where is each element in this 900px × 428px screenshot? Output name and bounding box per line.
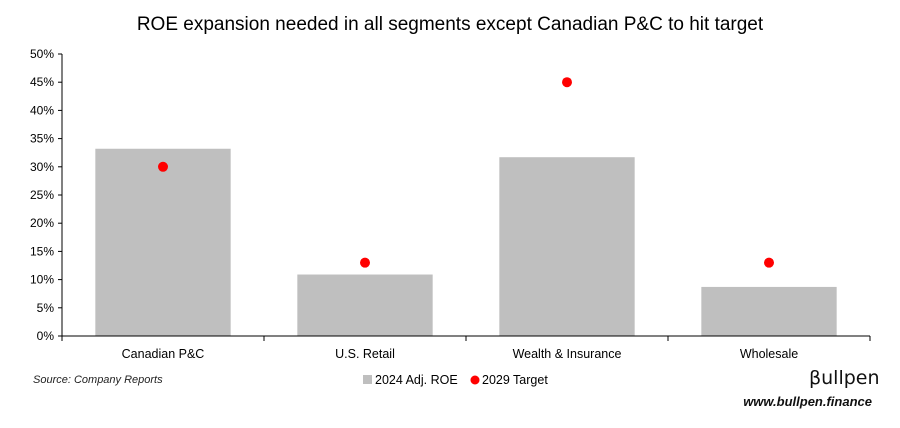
chart-title: ROE expansion needed in all segments exc… — [137, 14, 764, 35]
x-axis: Canadian P&C U.S. Retail Wealth & Insuranc… — [61, 335, 871, 361]
y-tick-label: 10% — [30, 273, 54, 287]
y-tick-label: 25% — [30, 188, 54, 202]
target-point-2 — [562, 77, 572, 88]
bar-0 — [95, 148, 231, 336]
y-tick-label: 40% — [30, 103, 54, 117]
legend-swatch-roe — [363, 375, 372, 384]
y-tick-label: 0% — [37, 329, 55, 343]
target-point-0 — [158, 161, 168, 172]
brand-url: www.bullpen.finance — [743, 394, 872, 409]
y-tick-label: 30% — [30, 160, 54, 174]
legend: 2024 Adj. ROE 2029 Target — [363, 373, 548, 387]
target-point-3 — [764, 257, 774, 268]
y-tick-label: 20% — [30, 216, 54, 230]
x-category-label: U.S. Retail — [335, 347, 395, 361]
y-axis: 0% 5% 10% 15% 20% 25% 30% 35% 40% 45% 50% — [30, 47, 63, 343]
y-tick-label: 5% — [37, 301, 55, 315]
y-tick-label: 15% — [30, 244, 54, 258]
x-category-label: Wealth & Insurance — [513, 347, 622, 361]
brand-logo: βullpen — [809, 367, 880, 389]
source-note: Source: Company Reports — [33, 374, 163, 386]
bar-3 — [701, 286, 837, 336]
target-point-1 — [360, 257, 370, 268]
legend-label-roe: 2024 Adj. ROE — [375, 373, 458, 387]
bar-1 — [297, 274, 433, 336]
bar-2 — [499, 157, 635, 336]
x-category-label: Wholesale — [740, 347, 798, 361]
legend-swatch-target — [470, 375, 480, 385]
y-tick-label: 35% — [30, 132, 54, 146]
y-tick-label: 50% — [30, 47, 54, 61]
bars — [95, 148, 837, 336]
x-category-label: Canadian P&C — [122, 347, 205, 361]
target-points — [158, 77, 774, 268]
y-tick-label: 45% — [30, 75, 54, 89]
legend-label-target: 2029 Target — [482, 373, 548, 387]
